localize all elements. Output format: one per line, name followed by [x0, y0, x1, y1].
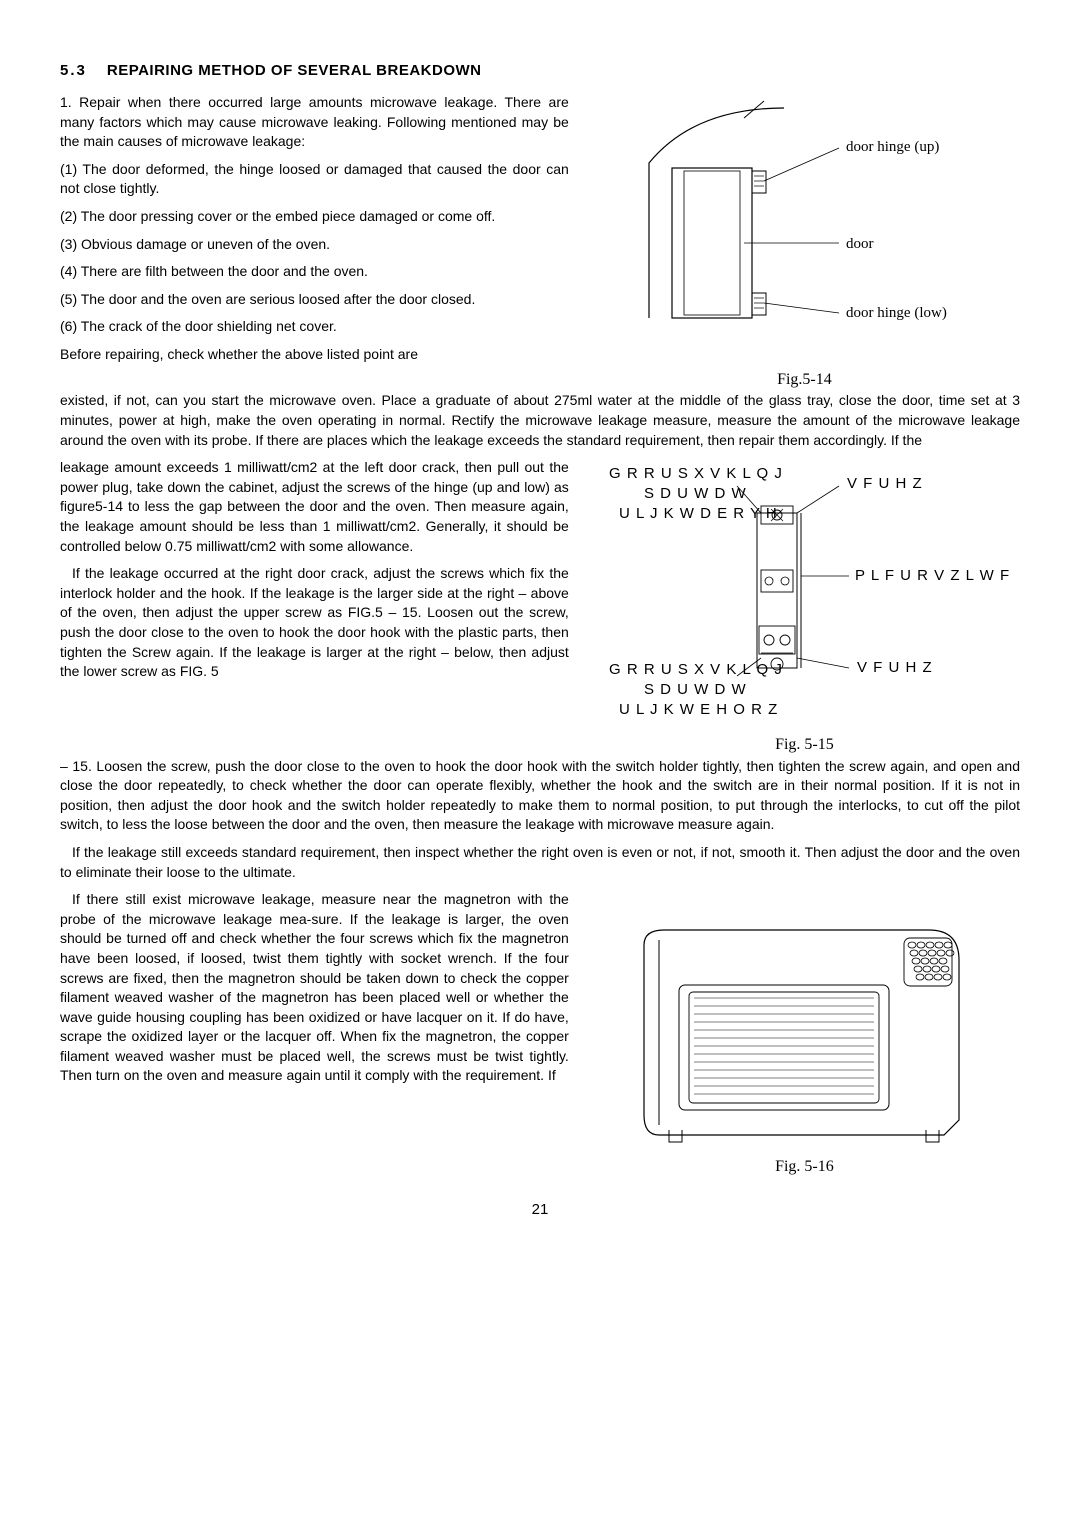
label-door: door	[846, 236, 874, 252]
item-6: (6) The crack of the door shielding net …	[60, 317, 569, 337]
lbl-bot1: G R R U S X V K L Q J	[609, 661, 783, 678]
fig-5-14: door hinge (up) door door hinge (low) Fi…	[589, 93, 1020, 391]
lbl-micro: P L F U R V Z L W F	[855, 567, 1010, 584]
block-3-text: If there still exist microwave leakage, …	[60, 890, 569, 1178]
full-para-a: existed, if not, can you start the micro…	[60, 391, 1020, 450]
lbl-top2: S D U W D W	[644, 485, 747, 502]
para-leftb: leakage amount exceeds 1 milliwatt/cm2 a…	[60, 458, 569, 556]
fig-5-15-caption: Fig. 5-15	[775, 734, 834, 756]
fig-5-14-svg: door hinge (up) door door hinge (low)	[614, 93, 994, 363]
lbl-screw-top: V F U H Z	[847, 475, 923, 492]
section-title: REPAIRING METHOD OF SEVERAL BREAKDOWN	[107, 62, 482, 79]
fig-5-15: G R R U S X V K L Q J S D U W D W U L J …	[589, 458, 1020, 756]
block-2: leakage amount exceeds 1 milliwatt/cm2 a…	[60, 458, 1020, 756]
lbl-bot3: U L J K W E H O R Z	[619, 701, 778, 718]
fig-5-16: Fig. 5-16	[589, 890, 1020, 1178]
block-2-text: leakage amount exceeds 1 milliwatt/cm2 a…	[60, 458, 569, 756]
item-1: (1) The door deformed, the hinge loosed …	[60, 160, 569, 199]
fig-5-16-svg	[614, 890, 994, 1150]
item-4: (4) There are filth between the door and…	[60, 262, 569, 282]
item-3: (3) Obvious damage or uneven of the oven…	[60, 235, 569, 255]
full-para-d: – 15. Loosen the screw, push the door cl…	[60, 757, 1020, 835]
item-5: (5) The door and the oven are serious lo…	[60, 290, 569, 310]
section-number: 5.3	[60, 62, 87, 79]
para-1: 1. Repair when there occurred large amou…	[60, 93, 569, 152]
para-before: Before repairing, check whether the abov…	[60, 345, 569, 365]
fig-5-16-caption: Fig. 5-16	[775, 1156, 834, 1178]
page-number: 21	[60, 1199, 1020, 1220]
section-heading: 5.3 REPAIRING METHOD OF SEVERAL BREAKDOWN	[60, 60, 1020, 81]
para-leftc: If the leakage occurred at the right doo…	[60, 564, 569, 682]
fig-5-15-svg: G R R U S X V K L Q J S D U W D W U L J …	[589, 458, 1019, 728]
block-1-text: 1. Repair when there occurred large amou…	[60, 93, 569, 391]
item-2: (2) The door pressing cover or the embed…	[60, 207, 569, 227]
lbl-top1: G R R U S X V K L Q J	[609, 465, 783, 482]
label-hinge-low: door hinge (low)	[846, 305, 947, 321]
label-hinge-up: door hinge (up)	[846, 139, 939, 155]
block-3: If there still exist microwave leakage, …	[60, 890, 1020, 1178]
fig-5-14-caption: Fig.5-14	[777, 369, 832, 391]
lbl-top3: U L J K W D E R Y H	[619, 505, 778, 522]
para-leftf: If there still exist microwave leakage, …	[60, 890, 569, 1086]
lbl-bot2: S D U W D W	[644, 681, 747, 698]
full-para-e: If the leakage still exceeds standard re…	[60, 843, 1020, 882]
block-1: 1. Repair when there occurred large amou…	[60, 93, 1020, 391]
lbl-screw-bot: V F U H Z	[857, 659, 933, 676]
